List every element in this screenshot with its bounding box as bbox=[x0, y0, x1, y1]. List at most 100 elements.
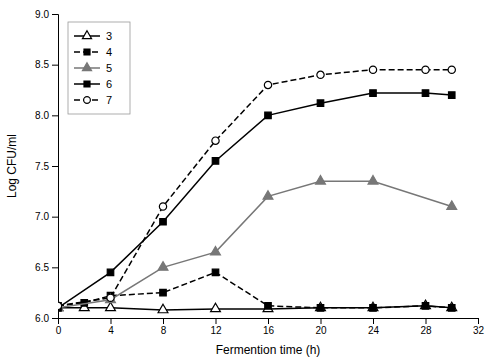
x-axis: 0 4 8 12 16 20 24 28 32 bbox=[56, 318, 485, 336]
tick-mark bbox=[373, 318, 374, 324]
point bbox=[158, 262, 168, 271]
tick-mark bbox=[52, 267, 58, 268]
legend: 3 4 5 6 7 bbox=[68, 22, 130, 114]
tick-mark bbox=[163, 318, 164, 324]
tick-label: 20 bbox=[315, 325, 327, 336]
tick: 8.5 bbox=[35, 59, 58, 70]
point bbox=[422, 66, 429, 73]
line bbox=[58, 272, 452, 307]
legend-marker bbox=[84, 81, 90, 87]
tick-mark bbox=[426, 318, 427, 324]
point bbox=[263, 191, 273, 200]
point bbox=[58, 302, 63, 311]
line bbox=[58, 181, 452, 308]
tick: 9.0 bbox=[35, 9, 58, 20]
legend-label: 7 bbox=[106, 94, 112, 106]
tick-mark bbox=[321, 318, 322, 324]
tick-label: 4 bbox=[108, 325, 114, 336]
legend-label: 4 bbox=[106, 46, 112, 58]
point bbox=[317, 71, 324, 78]
tick-mark bbox=[52, 217, 58, 218]
legend-item: 3 bbox=[74, 30, 112, 42]
point bbox=[368, 176, 378, 185]
point bbox=[212, 269, 218, 275]
legend-marker bbox=[84, 49, 90, 55]
tick-mark bbox=[111, 318, 112, 324]
point bbox=[211, 303, 221, 312]
tick-label: 32 bbox=[473, 325, 485, 336]
tick-mark bbox=[52, 166, 58, 167]
tick-label: 6.0 bbox=[35, 313, 49, 324]
legend-item: 7 bbox=[74, 94, 112, 106]
point bbox=[107, 294, 114, 301]
point bbox=[106, 294, 116, 303]
point bbox=[449, 305, 455, 311]
tick-label: 9.0 bbox=[35, 9, 49, 20]
legend-marker bbox=[82, 31, 91, 39]
plot: 0481216202428326.06.57.07.58.08.59.03456… bbox=[35, 9, 484, 336]
point bbox=[316, 176, 326, 185]
legend-marker bbox=[84, 97, 91, 104]
axis-line bbox=[52, 15, 59, 319]
tick-label: 28 bbox=[420, 325, 432, 336]
line bbox=[58, 93, 452, 308]
point bbox=[58, 302, 62, 309]
point bbox=[264, 81, 271, 88]
chart: 0481216202428326.06.57.07.58.08.59.03456… bbox=[0, 0, 494, 364]
tick: 4 bbox=[108, 318, 114, 336]
tick-label: 0 bbox=[56, 325, 62, 336]
point bbox=[212, 158, 218, 164]
point bbox=[368, 302, 378, 311]
point bbox=[449, 92, 455, 98]
legend-item: 5 bbox=[74, 62, 112, 74]
tick-label: 6.5 bbox=[35, 262, 49, 273]
point bbox=[369, 66, 376, 73]
tick-label: 16 bbox=[263, 325, 275, 336]
point bbox=[317, 305, 323, 311]
point bbox=[422, 90, 428, 96]
point bbox=[316, 302, 326, 311]
point bbox=[211, 246, 221, 255]
point bbox=[106, 302, 116, 311]
point bbox=[447, 302, 457, 311]
series bbox=[58, 269, 455, 311]
tick: 12 bbox=[210, 318, 222, 336]
y-axis-title: Log CFU/ml bbox=[5, 134, 19, 198]
tick: 24 bbox=[368, 318, 380, 336]
point bbox=[107, 269, 113, 275]
point bbox=[421, 300, 431, 309]
tick-label: 12 bbox=[210, 325, 222, 336]
tick-label: 8.5 bbox=[35, 59, 49, 70]
legend-label: 3 bbox=[106, 30, 112, 42]
point bbox=[317, 100, 323, 106]
point bbox=[265, 112, 271, 118]
tick: 8 bbox=[161, 318, 167, 336]
point bbox=[58, 302, 63, 311]
tick-mark bbox=[52, 115, 58, 116]
point bbox=[422, 303, 428, 309]
y-axis: 6.06.57.07.58.08.59.0 bbox=[35, 9, 58, 324]
point bbox=[159, 203, 166, 210]
tick-mark bbox=[52, 14, 58, 15]
legend-label: 6 bbox=[106, 78, 112, 90]
legend-item: 4 bbox=[74, 46, 112, 58]
axis-line bbox=[59, 319, 479, 325]
x-axis-title: Fermention time (h) bbox=[216, 343, 321, 357]
point bbox=[448, 66, 455, 73]
tick-mark bbox=[478, 318, 479, 324]
tick-label: 24 bbox=[368, 325, 380, 336]
point bbox=[447, 201, 457, 210]
tick: 6.5 bbox=[35, 262, 58, 273]
tick-label: 8 bbox=[161, 325, 167, 336]
point bbox=[370, 305, 376, 311]
series bbox=[58, 90, 455, 311]
point bbox=[160, 218, 166, 224]
tick: 8.0 bbox=[35, 110, 58, 121]
tick: 0 bbox=[56, 318, 62, 336]
tick: 6.0 bbox=[35, 313, 58, 324]
point bbox=[158, 304, 168, 313]
point bbox=[58, 303, 61, 309]
tick-label: 7.5 bbox=[35, 161, 49, 172]
tick: 20 bbox=[315, 318, 327, 336]
point bbox=[212, 137, 219, 144]
